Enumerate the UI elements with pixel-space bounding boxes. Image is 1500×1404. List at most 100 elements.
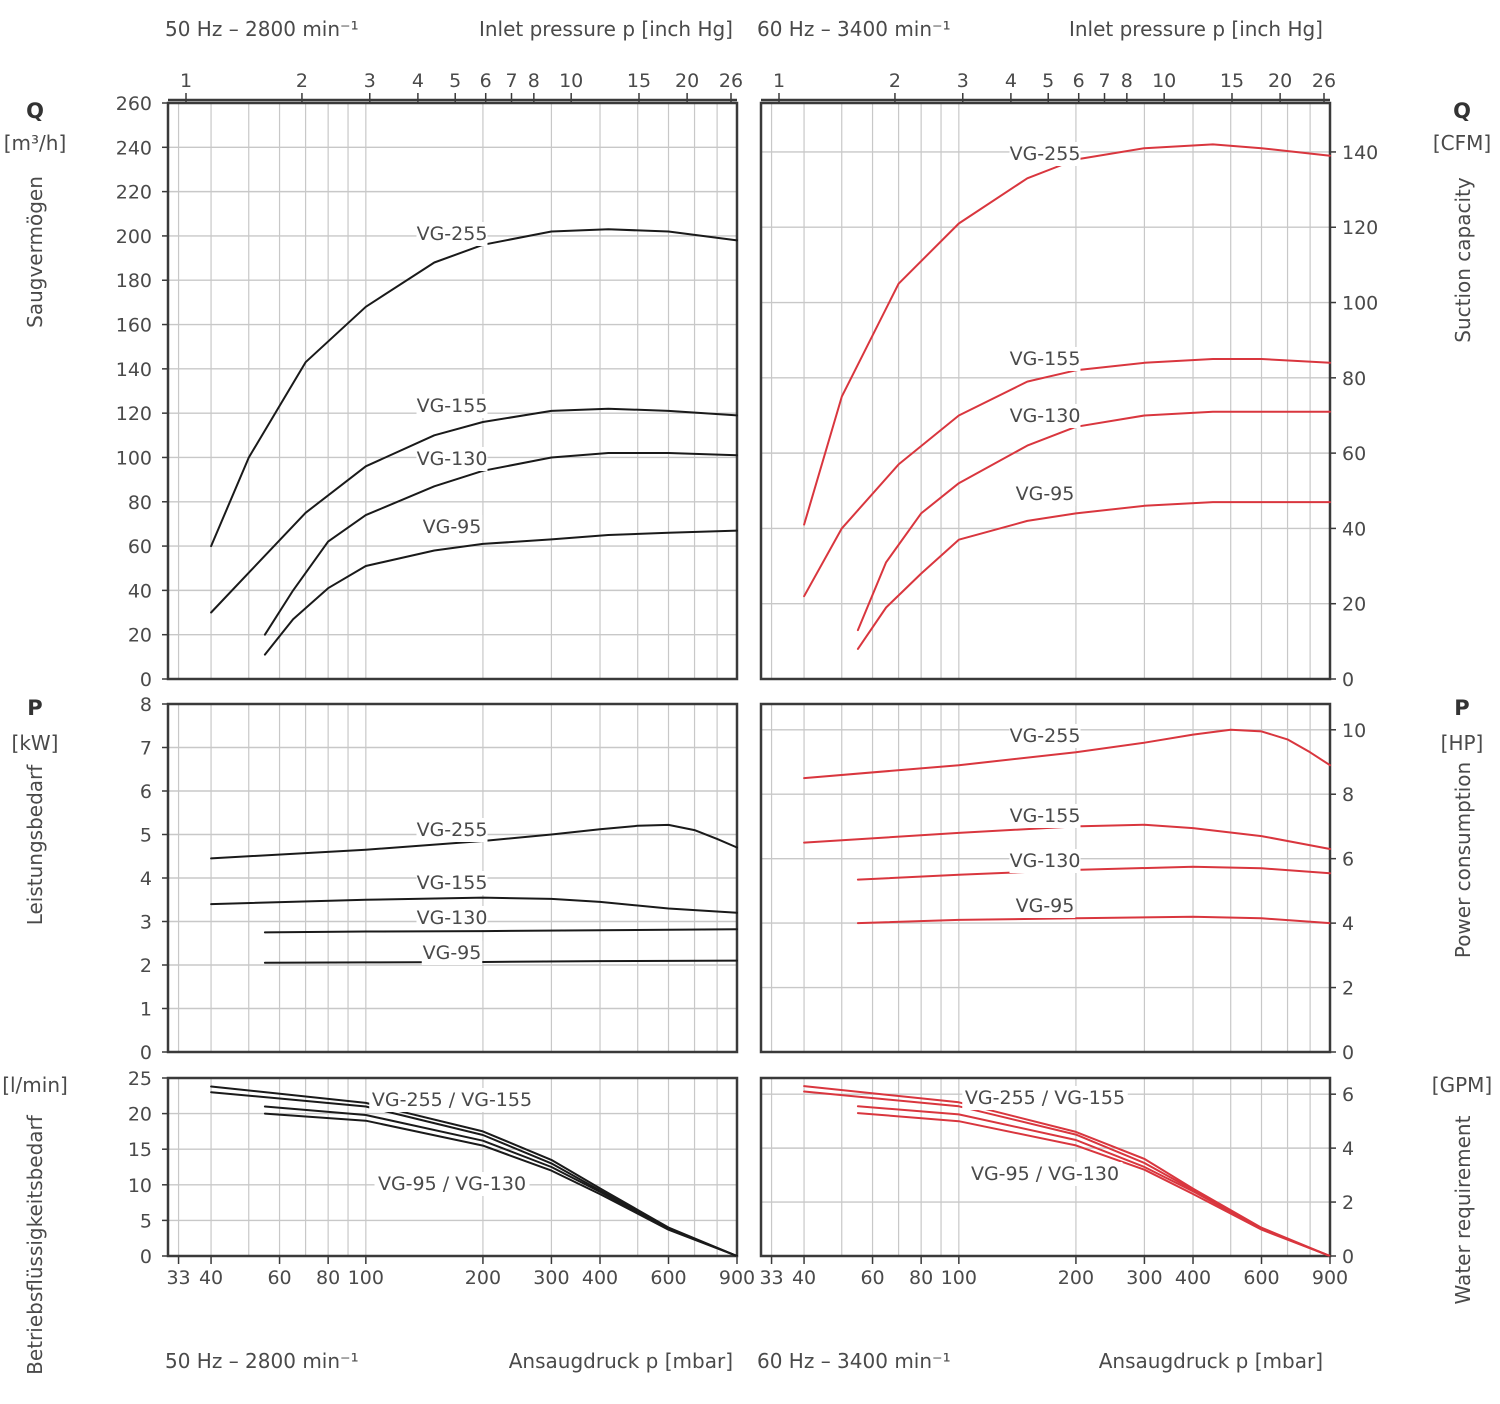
- curve-label: VG-255 / VG-155: [372, 1089, 532, 1111]
- series-line-vg-155: [210, 896, 738, 914]
- top-tick-label: 20: [1268, 70, 1292, 92]
- top-tick-label: 3: [957, 70, 969, 92]
- curve-label: VG-95 / VG-130: [378, 1173, 526, 1195]
- x-tick-label: 900: [1312, 1267, 1348, 1289]
- curve-label-background: [962, 1086, 1128, 1110]
- top-tick-label: 5: [449, 70, 461, 92]
- top-tick-label: 15: [627, 70, 651, 92]
- curve-label: VG-130: [417, 448, 488, 470]
- curve-label: VG-95: [423, 516, 482, 538]
- y-tick-label: 8: [1342, 784, 1354, 806]
- y-tick-label: 10: [128, 1175, 152, 1197]
- y-tick-label: 6: [1342, 849, 1354, 871]
- y-tick-label: 40: [1342, 518, 1366, 540]
- top-tick-label: 15: [1220, 70, 1244, 92]
- top-tick-label: 5: [1042, 70, 1054, 92]
- x-tick-label: 400: [1175, 1267, 1211, 1289]
- curve-label-background: [369, 1088, 535, 1112]
- series-line-vg-95: [856, 915, 1331, 925]
- series-line-vg-255: [803, 728, 1331, 780]
- y-tick-label: 0: [1342, 669, 1354, 691]
- x-tick-label: 100: [348, 1267, 384, 1289]
- y-tick-label: 0: [140, 1042, 152, 1064]
- x-tick-label: 600: [650, 1267, 686, 1289]
- top-tick-label: 8: [528, 70, 540, 92]
- y-tick-label: 2: [140, 955, 152, 977]
- curve-label-background: [421, 515, 483, 539]
- right-p-unit: [HP]: [1441, 731, 1484, 755]
- top-tick-label: 6: [480, 70, 492, 92]
- curve-label: VG-130: [1010, 850, 1081, 872]
- x-tick-label: 33: [759, 1267, 783, 1289]
- y-tick-label: 0: [140, 1246, 152, 1268]
- curve-label-background: [416, 818, 488, 842]
- curve-label: VG-95: [1016, 483, 1075, 505]
- x-tick-label: 80: [909, 1267, 933, 1289]
- y-tick-label: 4: [1342, 1138, 1354, 1160]
- top-tick-label: 26: [1312, 70, 1336, 92]
- series-line-vg-255: [210, 228, 738, 548]
- top-tick-label: 2: [296, 70, 308, 92]
- top-tick-label: 1: [180, 70, 192, 92]
- right-p-name: Power consumption: [1451, 762, 1475, 958]
- x-tick-label: 40: [792, 1267, 816, 1289]
- x-tick-label: 100: [941, 1267, 977, 1289]
- series-line-vg-95: [856, 501, 1331, 650]
- curve-label: VG-95 / VG-130: [971, 1163, 1119, 1185]
- series-line-vg-95: [263, 529, 738, 656]
- left-p-name: Leistungsbedarf: [23, 764, 47, 926]
- y-tick-label: 25: [128, 1068, 152, 1090]
- curve-label-background: [1014, 894, 1076, 918]
- y-tick-label: 4: [140, 868, 152, 890]
- x-tick-label: 33: [166, 1267, 190, 1289]
- y-tick-label: 160: [116, 315, 152, 337]
- x-tick-label: 300: [533, 1267, 569, 1289]
- plot-frame: [166, 1076, 739, 1258]
- curve-label-background: [967, 1162, 1123, 1186]
- curve-label-background: [416, 906, 488, 930]
- y-tick-label: 180: [116, 270, 152, 292]
- left-q-unit: [m³/h]: [4, 131, 67, 155]
- series-line-vg-130: [263, 928, 738, 934]
- x-tick-label: 60: [860, 1267, 884, 1289]
- curve-label-background: [416, 394, 488, 418]
- right-p-symbol: P: [1454, 696, 1469, 720]
- top-tick-label: 6: [1073, 70, 1085, 92]
- y-tick-label: 0: [1342, 1246, 1354, 1268]
- right-w-unit: [GPM]: [1432, 1073, 1492, 1097]
- top-tick-label: 10: [559, 70, 583, 92]
- curve-label-background: [1014, 482, 1076, 506]
- header-right-inlet-pressure: Inlet pressure p [inch Hg]: [1069, 17, 1323, 41]
- series-line-vg-130: [856, 410, 1331, 632]
- right-q-name: Suction capacity: [1451, 177, 1475, 343]
- y-tick-label: 120: [116, 403, 152, 425]
- left-p-symbol: P: [27, 696, 42, 720]
- series-line-vg-255: [210, 823, 738, 860]
- curve-label: VG-255: [1010, 725, 1081, 747]
- curve-label: VG-130: [417, 907, 488, 929]
- x-tick-label: 60: [267, 1267, 291, 1289]
- top-tick-label: 4: [412, 70, 424, 92]
- curve-label-background: [1009, 849, 1081, 873]
- plot-frame: [759, 1076, 1332, 1258]
- y-tick-label: 2: [1342, 978, 1354, 1000]
- curve-label: VG-155: [1010, 805, 1081, 827]
- series-line-vg-130: [856, 865, 1331, 881]
- y-tick-label: 20: [128, 1104, 152, 1126]
- y-tick-label: 8: [140, 694, 152, 716]
- top-tick-label: 7: [505, 70, 517, 92]
- y-tick-label: 6: [1342, 1084, 1354, 1106]
- series-line-vg-95: [263, 959, 738, 964]
- curve-label-background: [416, 447, 488, 471]
- x-tick-label: 300: [1126, 1267, 1162, 1289]
- top-tick-label: 3: [364, 70, 376, 92]
- top-tick-label: 4: [1005, 70, 1017, 92]
- y-tick-label: 7: [140, 738, 152, 760]
- y-tick-label: 6: [140, 781, 152, 803]
- footer-left-frequency: 50 Hz – 2800 min⁻¹: [165, 1349, 359, 1373]
- footer-right-ansaugdruck: Ansaugdruck p [mbar]: [1099, 1349, 1323, 1373]
- x-tick-label: 200: [465, 1267, 501, 1289]
- y-tick-label: 140: [1342, 142, 1378, 164]
- right-w-name: Water requirement: [1451, 1115, 1475, 1304]
